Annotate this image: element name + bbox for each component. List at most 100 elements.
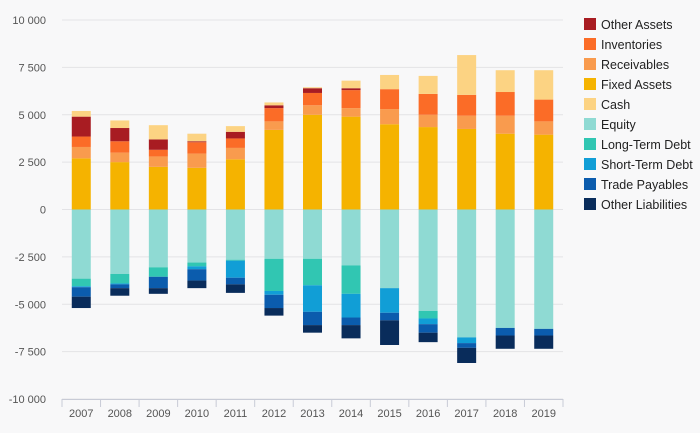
bar-other-assets-2012[interactable] xyxy=(264,105,284,109)
bar-trade-payables-2007[interactable] xyxy=(71,287,91,297)
bar-long-term-debt-2009[interactable] xyxy=(148,267,168,277)
bar-other-liabilities-2011[interactable] xyxy=(225,284,245,293)
bar-fixed-assets-2017[interactable] xyxy=(457,128,477,210)
bar-receivables-2016[interactable] xyxy=(418,114,438,128)
bar-other-liabilities-2016[interactable] xyxy=(418,332,438,343)
bar-receivables-2010[interactable] xyxy=(187,153,207,168)
bar-equity-2010[interactable] xyxy=(187,209,207,263)
bar-other-assets-2011[interactable] xyxy=(225,131,245,139)
bar-inventories-2016[interactable] xyxy=(418,93,438,115)
bar-fixed-assets-2007[interactable] xyxy=(71,158,91,210)
bar-inventories-2019[interactable] xyxy=(534,99,554,122)
bar-short-term-debt-2017[interactable] xyxy=(457,337,477,344)
bar-fixed-assets-2018[interactable] xyxy=(495,133,515,210)
legend-label-short-term-debt[interactable]: Short-Term Debt xyxy=(601,158,693,172)
bar-inventories-2010[interactable] xyxy=(187,142,207,154)
bar-inventories-2014[interactable] xyxy=(341,90,361,109)
bar-inventories-2011[interactable] xyxy=(225,138,245,148)
bar-trade-payables-2008[interactable] xyxy=(110,284,130,289)
legend-label-equity[interactable]: Equity xyxy=(601,118,636,132)
legend-swatch-fixed-assets[interactable] xyxy=(584,78,596,90)
bar-short-term-debt-2008[interactable] xyxy=(110,283,130,285)
legend-swatch-short-term-debt[interactable] xyxy=(584,158,596,170)
bar-trade-payables-2014[interactable] xyxy=(341,317,361,326)
bar-short-term-debt-2015[interactable] xyxy=(380,288,400,313)
bar-inventories-2009[interactable] xyxy=(148,149,168,157)
bar-short-term-debt-2013[interactable] xyxy=(303,285,322,312)
bar-equity-2013[interactable] xyxy=(303,209,322,259)
legend-swatch-other-assets[interactable] xyxy=(584,18,596,30)
bar-short-term-debt-2016[interactable] xyxy=(418,318,438,325)
bar-receivables-2015[interactable] xyxy=(380,109,400,125)
bar-cash-2008[interactable] xyxy=(110,120,130,129)
bar-equity-2016[interactable] xyxy=(418,209,438,311)
bar-short-term-debt-2007[interactable] xyxy=(71,286,91,288)
bar-equity-2007[interactable] xyxy=(71,209,91,279)
legend-label-long-term-debt[interactable]: Long-Term Debt xyxy=(601,138,691,152)
bar-equity-2008[interactable] xyxy=(110,209,130,274)
bar-other-liabilities-2019[interactable] xyxy=(534,335,554,349)
bar-other-liabilities-2014[interactable] xyxy=(341,325,361,339)
bar-cash-2017[interactable] xyxy=(457,55,477,95)
bar-fixed-assets-2011[interactable] xyxy=(225,159,245,210)
bar-trade-payables-2009[interactable] xyxy=(148,276,168,289)
bar-fixed-assets-2016[interactable] xyxy=(418,127,438,210)
bar-long-term-debt-2013[interactable] xyxy=(303,258,322,286)
bar-other-liabilities-2010[interactable] xyxy=(187,280,207,289)
bar-fixed-assets-2012[interactable] xyxy=(264,129,284,210)
bar-receivables-2007[interactable] xyxy=(71,146,91,159)
bar-receivables-2017[interactable] xyxy=(457,115,477,129)
legend-swatch-other-liabilities[interactable] xyxy=(584,198,596,210)
bar-equity-2015[interactable] xyxy=(380,209,400,289)
bar-cash-2015[interactable] xyxy=(380,74,400,90)
bar-inventories-2017[interactable] xyxy=(457,94,477,116)
bar-cash-2016[interactable] xyxy=(418,75,438,94)
bar-inventories-2012[interactable] xyxy=(264,108,284,122)
bar-other-liabilities-2009[interactable] xyxy=(148,288,168,294)
bar-cash-2009[interactable] xyxy=(148,125,168,140)
legend-label-receivables[interactable]: Receivables xyxy=(601,58,669,72)
bar-other-liabilities-2015[interactable] xyxy=(380,320,400,345)
bar-trade-payables-2010[interactable] xyxy=(187,269,207,281)
legend-label-fixed-assets[interactable]: Fixed Assets xyxy=(601,78,672,92)
bar-receivables-2012[interactable] xyxy=(264,121,284,130)
legend-label-other-liabilities[interactable]: Other Liabilities xyxy=(601,198,687,212)
bar-other-liabilities-2013[interactable] xyxy=(303,325,322,333)
bar-other-liabilities-2012[interactable] xyxy=(264,308,284,316)
bar-inventories-2018[interactable] xyxy=(495,92,515,116)
bar-other-liabilities-2008[interactable] xyxy=(110,288,130,296)
bar-short-term-debt-2011[interactable] xyxy=(225,260,245,278)
legend-swatch-equity[interactable] xyxy=(584,118,596,130)
bar-long-term-debt-2007[interactable] xyxy=(71,278,91,287)
bar-other-liabilities-2018[interactable] xyxy=(495,335,515,349)
legend-label-other-assets[interactable]: Other Assets xyxy=(601,18,673,32)
bar-trade-payables-2013[interactable] xyxy=(303,311,322,326)
bar-cash-2018[interactable] xyxy=(495,70,515,93)
bar-trade-payables-2016[interactable] xyxy=(418,324,438,333)
legend-swatch-long-term-debt[interactable] xyxy=(584,138,596,150)
bar-equity-2011[interactable] xyxy=(225,209,245,260)
bar-receivables-2019[interactable] xyxy=(534,121,554,135)
bar-equity-2009[interactable] xyxy=(148,209,168,268)
bar-inventories-2013[interactable] xyxy=(303,92,322,106)
bar-cash-2007[interactable] xyxy=(71,110,91,117)
legend-label-cash[interactable]: Cash xyxy=(601,98,630,112)
bar-long-term-debt-2008[interactable] xyxy=(110,273,130,284)
bar-long-term-debt-2011[interactable] xyxy=(225,259,245,261)
bar-other-assets-2008[interactable] xyxy=(110,128,130,142)
bar-fixed-assets-2008[interactable] xyxy=(110,162,130,210)
bar-trade-payables-2012[interactable] xyxy=(264,294,284,309)
bar-short-term-debt-2010[interactable] xyxy=(187,266,207,270)
bar-cash-2011[interactable] xyxy=(225,126,245,132)
bar-receivables-2008[interactable] xyxy=(110,152,130,163)
bar-receivables-2014[interactable] xyxy=(341,108,361,117)
bar-other-assets-2014[interactable] xyxy=(341,88,361,91)
bar-short-term-debt-2014[interactable] xyxy=(341,293,361,318)
bar-fixed-assets-2013[interactable] xyxy=(303,114,322,210)
bar-long-term-debt-2016[interactable] xyxy=(418,310,438,319)
legend-label-trade-payables[interactable]: Trade Payables xyxy=(601,178,688,192)
bar-receivables-2009[interactable] xyxy=(148,156,168,167)
bar-other-assets-2013[interactable] xyxy=(303,88,322,93)
bar-trade-payables-2019[interactable] xyxy=(534,328,554,336)
bar-inventories-2008[interactable] xyxy=(110,141,130,153)
